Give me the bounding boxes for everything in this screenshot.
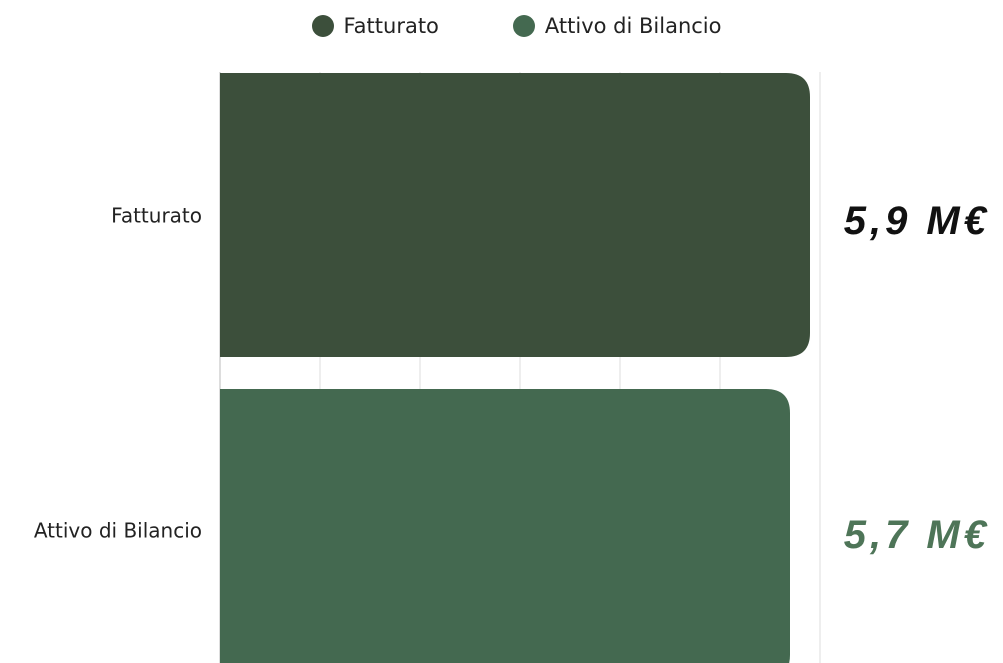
legend-item-attivo-di-bilancio[interactable]: Attivo di Bilancio [512, 14, 722, 38]
bar-attivo-di-bilancio[interactable] [220, 389, 790, 663]
legend-marker [512, 15, 535, 37]
category-label: Fatturato [111, 204, 202, 228]
value-label: 5,9 M€ [844, 199, 990, 243]
legend-marker [311, 15, 334, 37]
legend-label: Fatturato [343, 14, 439, 38]
legend-item-fatturato[interactable]: Fatturato [311, 14, 439, 38]
category-label: Attivo di Bilancio [34, 519, 202, 543]
legend: Fatturato Attivo di Bilancio [0, 14, 1003, 38]
value-label: 5,7 M€ [844, 513, 990, 557]
labels: Fatturato 5,9 M€ Attivo di Bilancio 5,7 M€ [34, 199, 990, 557]
bar-fatturato[interactable] [220, 73, 810, 357]
bars [220, 73, 810, 663]
legend-label: Attivo di Bilancio [544, 14, 722, 38]
